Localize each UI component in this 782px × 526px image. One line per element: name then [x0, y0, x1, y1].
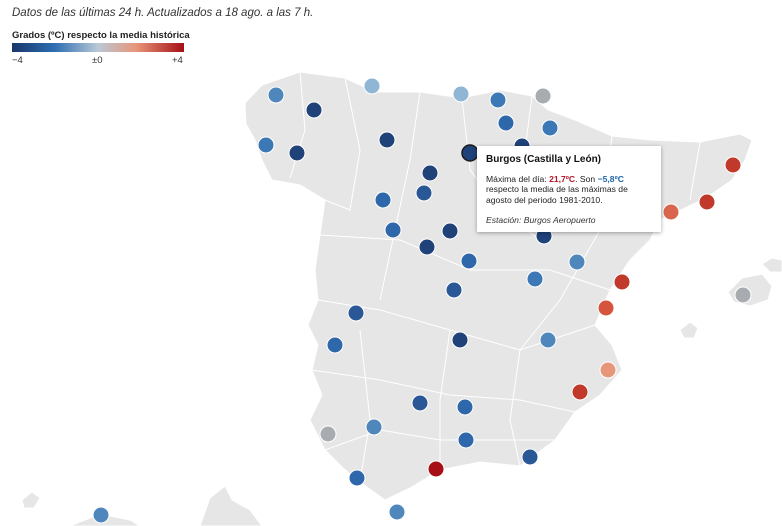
update-note: Datos de las últimas 24 h. Actualizados …	[12, 7, 314, 19]
station-marker[interactable]	[384, 221, 402, 239]
station-marker[interactable]	[451, 331, 469, 349]
station-marker[interactable]	[441, 222, 459, 240]
station-marker[interactable]	[418, 238, 436, 256]
station-marker[interactable]	[724, 156, 742, 174]
station-marker[interactable]	[92, 506, 110, 524]
station-marker-burgos[interactable]	[461, 144, 479, 162]
menorca-shape	[761, 257, 782, 273]
station-marker[interactable]	[257, 136, 275, 154]
station-marker[interactable]	[319, 425, 337, 443]
station-marker[interactable]	[613, 273, 631, 291]
station-marker[interactable]	[348, 469, 366, 487]
station-marker[interactable]	[568, 253, 586, 271]
tooltip-body: Máxima del día: 21,7ºC. Son −5,8ºC respe…	[486, 174, 654, 205]
legend-title: Grados (ºC) respecto la media histórica	[12, 30, 190, 41]
station-marker[interactable]	[421, 164, 439, 182]
station-marker[interactable]	[411, 394, 429, 412]
station-marker[interactable]	[452, 85, 470, 103]
station-marker[interactable]	[378, 131, 396, 149]
tooltip-prefix: Máxima del día:	[486, 174, 550, 184]
tooltip-suffix: respecto la media de las máximas de agos…	[486, 184, 628, 205]
station-marker[interactable]	[597, 299, 615, 317]
station-marker[interactable]	[374, 191, 392, 209]
station-marker[interactable]	[698, 193, 716, 211]
station-marker[interactable]	[363, 77, 381, 95]
station-marker[interactable]	[489, 91, 507, 109]
station-marker[interactable]	[326, 336, 344, 354]
station-tooltip: Burgos (Castilla y León) Máxima del día:…	[477, 146, 661, 232]
legend-max-label: +4	[172, 55, 183, 66]
station-marker[interactable]	[541, 119, 559, 137]
legend-color-scale	[12, 43, 184, 52]
station-marker[interactable]	[288, 144, 306, 162]
station-marker[interactable]	[460, 252, 478, 270]
station-marker[interactable]	[534, 87, 552, 105]
mallorca-shape	[727, 273, 773, 307]
station-marker[interactable]	[539, 331, 557, 349]
tooltip-station: Estación: Burgos Aeropuerto	[486, 215, 596, 225]
station-marker[interactable]	[305, 101, 323, 119]
station-marker[interactable]	[526, 270, 544, 288]
legend-min-label: −4	[12, 55, 23, 66]
station-marker[interactable]	[521, 448, 539, 466]
legend-mid-label: ±0	[92, 55, 103, 66]
tooltip-mid: . Son	[575, 174, 598, 184]
station-marker[interactable]	[365, 418, 383, 436]
tooltip-max-temp: 21,7ºC	[549, 174, 576, 184]
land-shapes	[21, 71, 782, 526]
station-marker[interactable]	[734, 286, 752, 304]
ibiza-shape	[679, 321, 699, 339]
station-marker[interactable]	[599, 361, 617, 379]
station-marker[interactable]	[662, 203, 680, 221]
tooltip-title: Burgos (Castilla y León)	[486, 154, 602, 165]
station-marker[interactable]	[388, 503, 406, 521]
canary-shape	[21, 491, 41, 509]
station-markers[interactable]	[92, 77, 752, 524]
station-marker[interactable]	[347, 304, 365, 322]
tooltip-anomaly: −5,8ºC	[597, 174, 624, 184]
station-marker[interactable]	[445, 281, 463, 299]
morocco-coast-shape	[199, 485, 263, 526]
station-marker[interactable]	[571, 383, 589, 401]
station-marker[interactable]	[267, 86, 285, 104]
station-marker[interactable]	[415, 184, 433, 202]
station-marker[interactable]	[457, 431, 475, 449]
station-marker[interactable]	[456, 398, 474, 416]
station-marker[interactable]	[497, 114, 515, 132]
station-marker[interactable]	[427, 460, 445, 478]
